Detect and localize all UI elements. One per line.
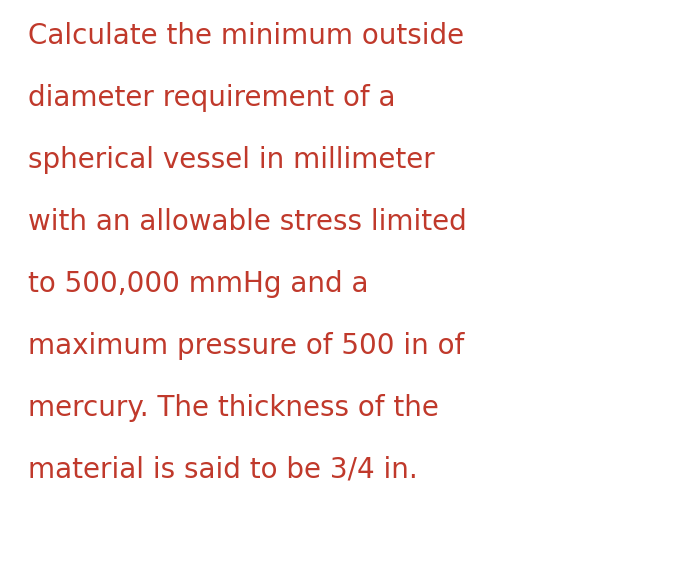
Text: diameter requirement of a: diameter requirement of a — [28, 84, 396, 112]
Text: to 500,000 mmHg and a: to 500,000 mmHg and a — [28, 270, 369, 298]
Text: with an allowable stress limited: with an allowable stress limited — [28, 208, 467, 236]
Text: maximum pressure of 500 in of: maximum pressure of 500 in of — [28, 332, 464, 360]
Text: Calculate the minimum outside: Calculate the minimum outside — [28, 22, 464, 50]
Text: material is said to be 3/4 in.: material is said to be 3/4 in. — [28, 456, 418, 484]
Text: spherical vessel in millimeter: spherical vessel in millimeter — [28, 146, 434, 174]
Text: mercury. The thickness of the: mercury. The thickness of the — [28, 394, 439, 422]
